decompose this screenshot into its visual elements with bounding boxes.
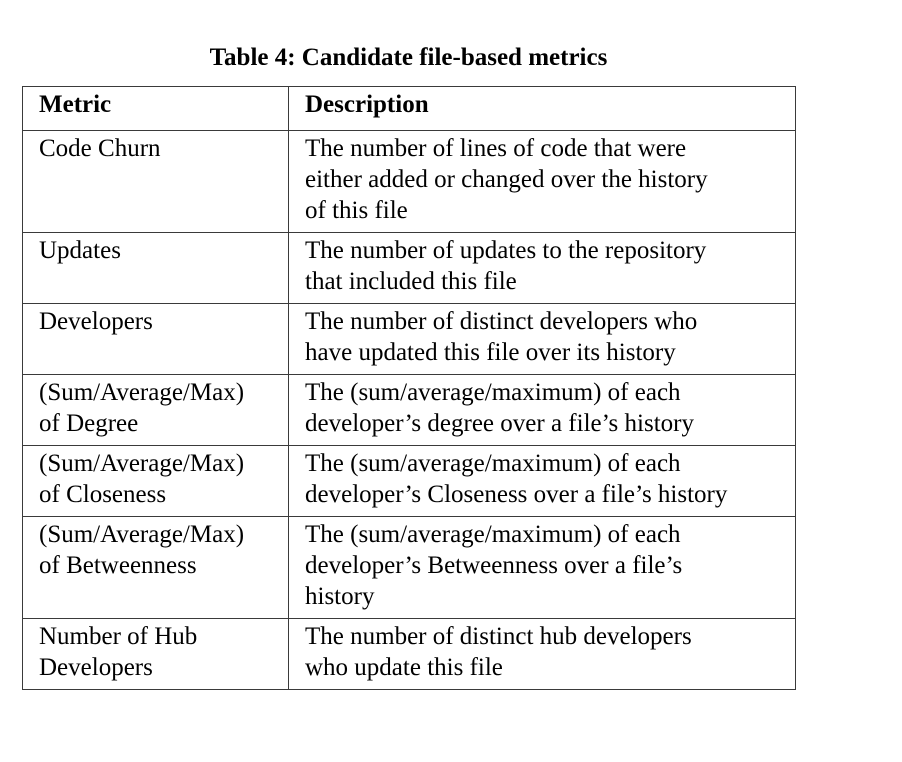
table-row: Developers The number of distinct develo…	[22, 303, 796, 375]
table-row: (Sum/Average/Max) of Closeness The (sum/…	[22, 445, 796, 517]
table-row: (Sum/Average/Max) of Degree The (sum/ave…	[22, 374, 796, 446]
metric-cell: (Sum/Average/Max) of Degree	[22, 374, 289, 446]
table-row: (Sum/Average/Max) of Betweenness The (su…	[22, 516, 796, 619]
header-metric: Metric	[22, 86, 289, 131]
description-cell: The (sum/average/maximum) of each develo…	[288, 374, 796, 446]
metric-cell: Code Churn	[22, 130, 289, 233]
table-row: Updates The number of updates to the rep…	[22, 232, 796, 304]
description-cell: The (sum/average/maximum) of each develo…	[288, 516, 796, 619]
table-caption: Table 4: Candidate file-based metrics	[209, 44, 608, 71]
table-row: Number of Hub Developers The number of d…	[22, 618, 796, 690]
metric-cell: (Sum/Average/Max) of Closeness	[22, 445, 289, 517]
metric-cell: (Sum/Average/Max) of Betweenness	[22, 516, 289, 619]
metric-cell: Number of Hub Developers	[22, 618, 289, 690]
metrics-table: Metric Description Code Churn The number…	[22, 86, 796, 690]
description-cell: The number of updates to the repository …	[288, 232, 796, 304]
description-cell: The number of lines of code that were ei…	[288, 130, 796, 233]
table-header-row: Metric Description	[22, 86, 796, 131]
description-cell: The number of distinct hub developers wh…	[288, 618, 796, 690]
description-cell: The number of distinct developers who ha…	[288, 303, 796, 375]
table-row: Code Churn The number of lines of code t…	[22, 130, 796, 233]
description-cell: The (sum/average/maximum) of each develo…	[288, 445, 796, 517]
metric-cell: Developers	[22, 303, 289, 375]
header-description: Description	[288, 86, 796, 131]
metric-cell: Updates	[22, 232, 289, 304]
